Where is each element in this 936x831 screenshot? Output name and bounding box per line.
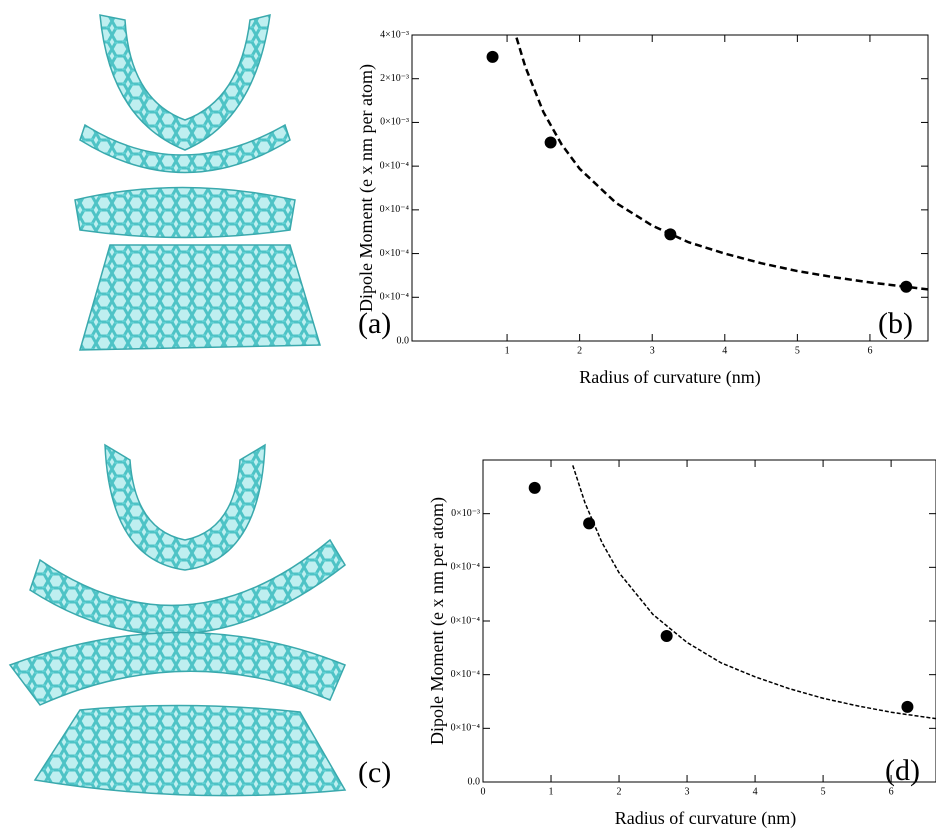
- y-tick-label: 0×10⁻⁴: [380, 204, 410, 215]
- fit-line: [517, 38, 928, 290]
- x-tick-label: 0: [481, 786, 486, 797]
- y-tick-label: 0×10⁻⁴: [380, 248, 410, 259]
- x-axis-title: Radius of curvature (nm): [615, 808, 796, 829]
- y-tick-label: 0×10⁻⁴: [380, 160, 410, 171]
- y-tick-label: 4×10⁻³: [380, 29, 409, 40]
- data-point: [545, 137, 557, 149]
- x-tick-label: 1: [505, 345, 510, 356]
- molecule-a: [75, 15, 320, 350]
- fit-line: [573, 465, 936, 718]
- data-point: [529, 482, 541, 494]
- y-tick-label: 0×10⁻⁴: [451, 669, 481, 680]
- x-tick-label: 2: [577, 345, 582, 356]
- x-tick-label: 6: [867, 345, 872, 356]
- molecule-c: [10, 445, 345, 796]
- x-tick-label: 3: [650, 345, 655, 356]
- data-point: [901, 701, 913, 713]
- plot-frame: [483, 460, 936, 782]
- data-point: [487, 51, 499, 63]
- y-tick-label: 0×10⁻⁴: [451, 562, 481, 573]
- y-tick-label: 0×10⁻³: [451, 508, 480, 519]
- x-tick-label: 6: [889, 786, 894, 797]
- x-tick-label: 4: [753, 786, 758, 797]
- panel-label: (b): [878, 307, 913, 340]
- y-tick-label: 0.0: [468, 776, 481, 787]
- plot-frame: [412, 35, 928, 341]
- y-axis-title: Dipole Moment (e x nm per atom): [356, 64, 377, 312]
- panel-label: (c): [358, 756, 391, 789]
- x-tick-label: 4: [722, 345, 727, 356]
- y-tick-label: 2×10⁻³: [380, 73, 409, 84]
- y-tick-label: 0×10⁻⁴: [451, 723, 481, 734]
- x-tick-label: 2: [617, 786, 622, 797]
- x-tick-label: 1: [549, 786, 554, 797]
- x-tick-label: 5: [821, 786, 826, 797]
- y-tick-label: 0.0: [397, 335, 410, 346]
- x-tick-label: 3: [685, 786, 690, 797]
- data-point: [661, 630, 673, 642]
- y-tick-label: 0×10⁻⁴: [380, 292, 410, 303]
- figure: (a) (b) (c) (d) 0.00×10⁻⁴0×10⁻⁴0×10⁻⁴0×1…: [0, 0, 936, 831]
- x-tick-label: 5: [795, 345, 800, 356]
- y-tick-label: 0×10⁻³: [380, 117, 409, 128]
- x-axis-title: Radius of curvature (nm): [579, 367, 760, 388]
- y-axis-title: Dipole Moment (e x nm per atom): [427, 497, 448, 745]
- y-tick-label: 0×10⁻⁴: [451, 615, 481, 626]
